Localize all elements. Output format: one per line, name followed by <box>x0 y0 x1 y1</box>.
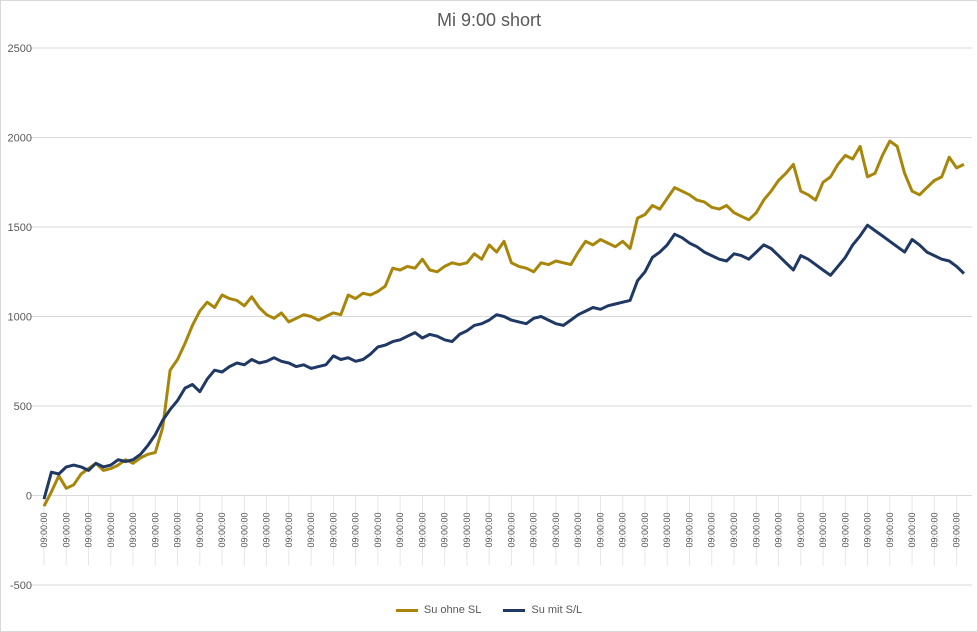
x-tick-label: 09:00:00 <box>662 512 672 547</box>
x-tick-label: 09:00:00 <box>952 512 962 547</box>
y-tick-label: 1000 <box>8 312 32 324</box>
x-tick-label: 09:00:00 <box>395 512 405 547</box>
legend-label: Su mit S/L <box>531 604 583 616</box>
x-tick-label: 09:00:00 <box>328 512 338 547</box>
x-tick-label: 09:00:00 <box>885 512 895 547</box>
x-tick-label: 09:00:00 <box>907 512 917 547</box>
series-lines <box>42 139 966 507</box>
x-axis-labels: 09:00:00 09:00:00 09:00:00 09:00:00 09:00:00… <box>39 495 962 566</box>
series-line-0 <box>42 139 965 507</box>
legend-item-su-ohne-sl: Su ohne SL <box>395 604 482 616</box>
y-tick-label: 2000 <box>8 133 32 145</box>
x-tick-label: 09:00:00 <box>462 512 472 547</box>
x-tick-label: 09:00:00 <box>306 512 316 547</box>
x-tick-label: 09:00:00 <box>373 512 383 547</box>
x-tick-label: 09:00:00 <box>640 512 650 547</box>
x-tick-label: 09:00:00 <box>796 512 806 547</box>
y-tick-label: -500 <box>10 580 32 592</box>
y-axis-labels: 2500 2000 1500 1000 500 0 -500 <box>8 43 32 592</box>
x-tick-label: 09:00:00 <box>262 512 272 547</box>
x-tick-label: 09:00:00 <box>39 512 49 547</box>
legend-swatch-gold <box>395 608 418 612</box>
x-tick-label: 09:00:00 <box>595 512 605 547</box>
x-tick-label: 09:00:00 <box>484 512 494 547</box>
x-tick-label: 09:00:00 <box>774 512 784 547</box>
x-tick-label: 09:00:00 <box>573 512 583 547</box>
y-tick-label: 1500 <box>8 222 32 234</box>
x-tick-label: 09:00:00 <box>84 512 94 547</box>
legend-label: Su ohne SL <box>423 604 482 616</box>
gridlines <box>30 47 972 586</box>
x-tick-label: 09:00:00 <box>440 512 450 547</box>
x-tick-label: 09:00:00 <box>529 512 539 547</box>
x-tick-label: 09:00:00 <box>551 512 561 547</box>
x-tick-label: 09:00:00 <box>239 512 249 547</box>
legend: Su ohne SL Su mit S/L <box>0 604 978 616</box>
x-tick-label: 09:00:00 <box>818 512 828 547</box>
series-line-1 <box>42 223 966 500</box>
x-tick-label: 09:00:00 <box>173 512 183 547</box>
x-tick-label: 09:00:00 <box>217 512 227 547</box>
x-tick-label: 09:00:00 <box>195 512 205 547</box>
chart-title: Mi 9:00 short <box>436 10 542 30</box>
x-tick-label: 09:00:00 <box>417 512 427 547</box>
x-tick-label: 09:00:00 <box>284 512 294 547</box>
x-tick-label: 09:00:00 <box>106 512 116 547</box>
y-tick-label: 500 <box>14 401 32 413</box>
x-tick-label: 09:00:00 <box>840 512 850 547</box>
x-tick-label: 09:00:00 <box>863 512 873 547</box>
y-tick-label: 2500 <box>8 43 32 55</box>
x-tick-label: 09:00:00 <box>351 512 361 547</box>
x-tick-label: 09:00:00 <box>506 512 516 547</box>
x-tick-label: 09:00:00 <box>61 512 71 547</box>
x-tick-label: 09:00:00 <box>618 512 628 547</box>
x-tick-label: 09:00:00 <box>929 512 939 547</box>
x-tick-label: 09:00:00 <box>729 512 739 547</box>
legend-item-su-mit-sl: Su mit S/L <box>503 604 582 616</box>
x-tick-label: 09:00:00 <box>128 512 138 547</box>
x-tick-label: 09:00:00 <box>751 512 761 547</box>
x-tick-label: 09:00:00 <box>707 512 717 547</box>
x-tick-label: 09:00:00 <box>150 512 160 547</box>
x-tick-label: 09:00:00 <box>684 512 694 547</box>
y-tick-label: 0 <box>26 491 32 503</box>
legend-swatch-navy <box>503 608 526 612</box>
